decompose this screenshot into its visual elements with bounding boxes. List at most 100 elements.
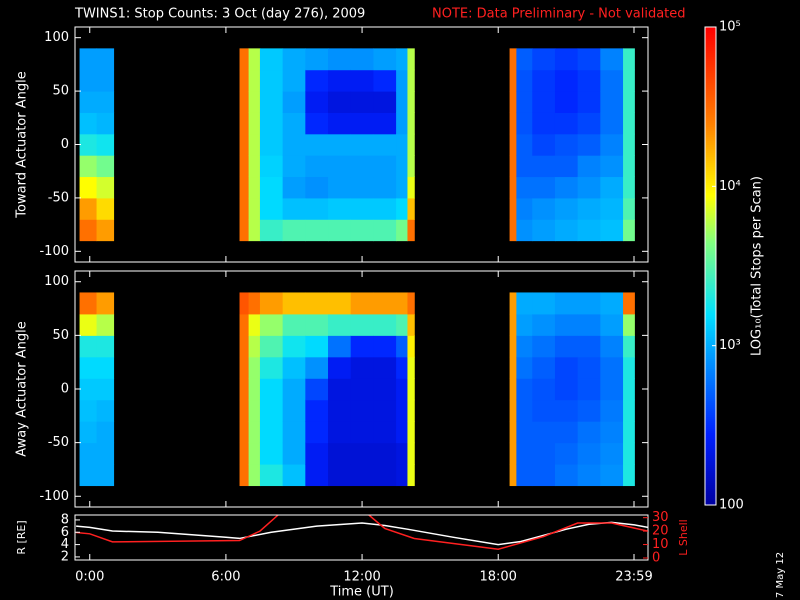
- heat-cell: [623, 378, 635, 401]
- y-tick-label: 50: [52, 328, 69, 343]
- colorbar-swatch: [705, 61, 716, 64]
- heat-cell: [577, 197, 601, 220]
- heat-cell: [96, 48, 115, 71]
- colorbar-swatch: [705, 479, 716, 482]
- colorbar-swatch: [705, 503, 716, 506]
- heat-cell: [577, 48, 601, 71]
- colorbar-swatch: [705, 107, 716, 110]
- colorbar-swatch: [705, 119, 716, 122]
- heat-cell: [328, 399, 352, 422]
- heat-cell: [407, 292, 415, 315]
- heat-cell: [396, 356, 408, 379]
- heat-cell: [248, 91, 261, 113]
- colorbar-swatch: [705, 273, 716, 276]
- colorbar-swatch: [705, 295, 716, 298]
- heat-cell: [305, 69, 329, 92]
- colorbar-swatch: [705, 227, 716, 230]
- heat-cell: [623, 421, 635, 444]
- colorbar-swatch: [705, 305, 716, 308]
- heat-cell: [305, 112, 329, 135]
- heat-cell: [350, 399, 374, 422]
- orbit-line: [76, 521, 648, 546]
- heat-cell: [96, 91, 115, 113]
- colorbar-swatch: [705, 251, 716, 254]
- colorbar-swatch: [705, 495, 716, 498]
- heat-cell: [623, 292, 635, 315]
- heat-cell: [623, 69, 635, 92]
- heat-cell: [396, 442, 408, 465]
- heat-cell: [305, 219, 329, 242]
- colorbar-swatch: [705, 41, 716, 44]
- heat-cell: [79, 464, 98, 487]
- heat-cell: [328, 155, 352, 178]
- colorbar-swatch: [705, 47, 716, 50]
- colorbar-swatch: [705, 333, 716, 336]
- heat-cell: [79, 399, 98, 422]
- heat-cell: [396, 421, 408, 444]
- heat-cell: [516, 442, 533, 465]
- heat-cell: [516, 155, 533, 178]
- heat-cell: [577, 176, 601, 199]
- colorbar-swatch: [705, 309, 716, 312]
- colorbar-swatch: [705, 315, 716, 318]
- colorbar-swatch: [705, 155, 716, 158]
- heat-cell: [282, 399, 306, 422]
- colorbar-swatch: [705, 63, 716, 66]
- colorbar-swatch: [705, 117, 716, 120]
- heat-cell: [282, 442, 306, 465]
- colorbar-swatch: [705, 409, 716, 412]
- colorbar-swatch: [705, 293, 716, 296]
- colorbar-swatch: [705, 67, 716, 70]
- heat-cell: [373, 219, 397, 242]
- y-tick-label: -50: [48, 190, 69, 205]
- colorbar-swatch: [705, 153, 716, 156]
- heat-cell: [259, 219, 284, 242]
- heat-cell: [623, 48, 635, 71]
- colorbar-swatch: [705, 501, 716, 504]
- colorbar-swatch: [705, 447, 716, 450]
- heat-cell: [239, 176, 250, 199]
- heat-cell: [328, 197, 352, 220]
- colorbar-swatch: [705, 405, 716, 408]
- heat-cell: [509, 197, 517, 220]
- colorbar-swatch: [705, 217, 716, 220]
- heat-cell: [600, 197, 624, 220]
- heat-cell: [396, 69, 408, 92]
- heat-cell: [554, 155, 579, 178]
- heat-cell: [239, 356, 250, 379]
- heat-cell: [259, 292, 284, 315]
- heat-cell: [79, 176, 98, 199]
- heat-cell: [600, 464, 624, 487]
- heat-cell: [600, 48, 624, 71]
- heat-cell: [577, 421, 601, 444]
- heat-cell: [577, 91, 601, 113]
- colorbar-swatch: [705, 337, 716, 340]
- colorbar-swatch: [705, 45, 716, 48]
- heat-cell: [396, 176, 408, 199]
- colorbar-swatch: [705, 455, 716, 458]
- heat-cell: [259, 69, 284, 92]
- heat-cell: [373, 399, 397, 422]
- colorbar-swatch: [705, 137, 716, 140]
- heat-cell: [305, 335, 329, 358]
- y-tick-label: 2: [61, 549, 69, 564]
- colorbar-swatch: [705, 361, 716, 364]
- colorbar-swatch: [705, 363, 716, 366]
- heat-cell: [396, 219, 408, 242]
- y-tick-label: 0: [61, 382, 69, 397]
- colorbar-swatch: [705, 371, 716, 374]
- heat-cell: [239, 464, 250, 487]
- colorbar-swatch: [705, 367, 716, 370]
- colorbar-swatch: [705, 59, 716, 62]
- heat-cell: [516, 356, 533, 379]
- heat-cell: [259, 335, 284, 358]
- heat-cell: [239, 378, 250, 401]
- y-axis-label: R [RE]: [15, 520, 28, 554]
- heat-cell: [248, 155, 261, 178]
- heat-cell: [509, 399, 517, 422]
- heat-cell: [350, 219, 374, 242]
- heat-cell: [509, 378, 517, 401]
- heat-cell: [282, 197, 306, 220]
- colorbar-swatch: [705, 319, 716, 322]
- heat-cell: [350, 69, 374, 92]
